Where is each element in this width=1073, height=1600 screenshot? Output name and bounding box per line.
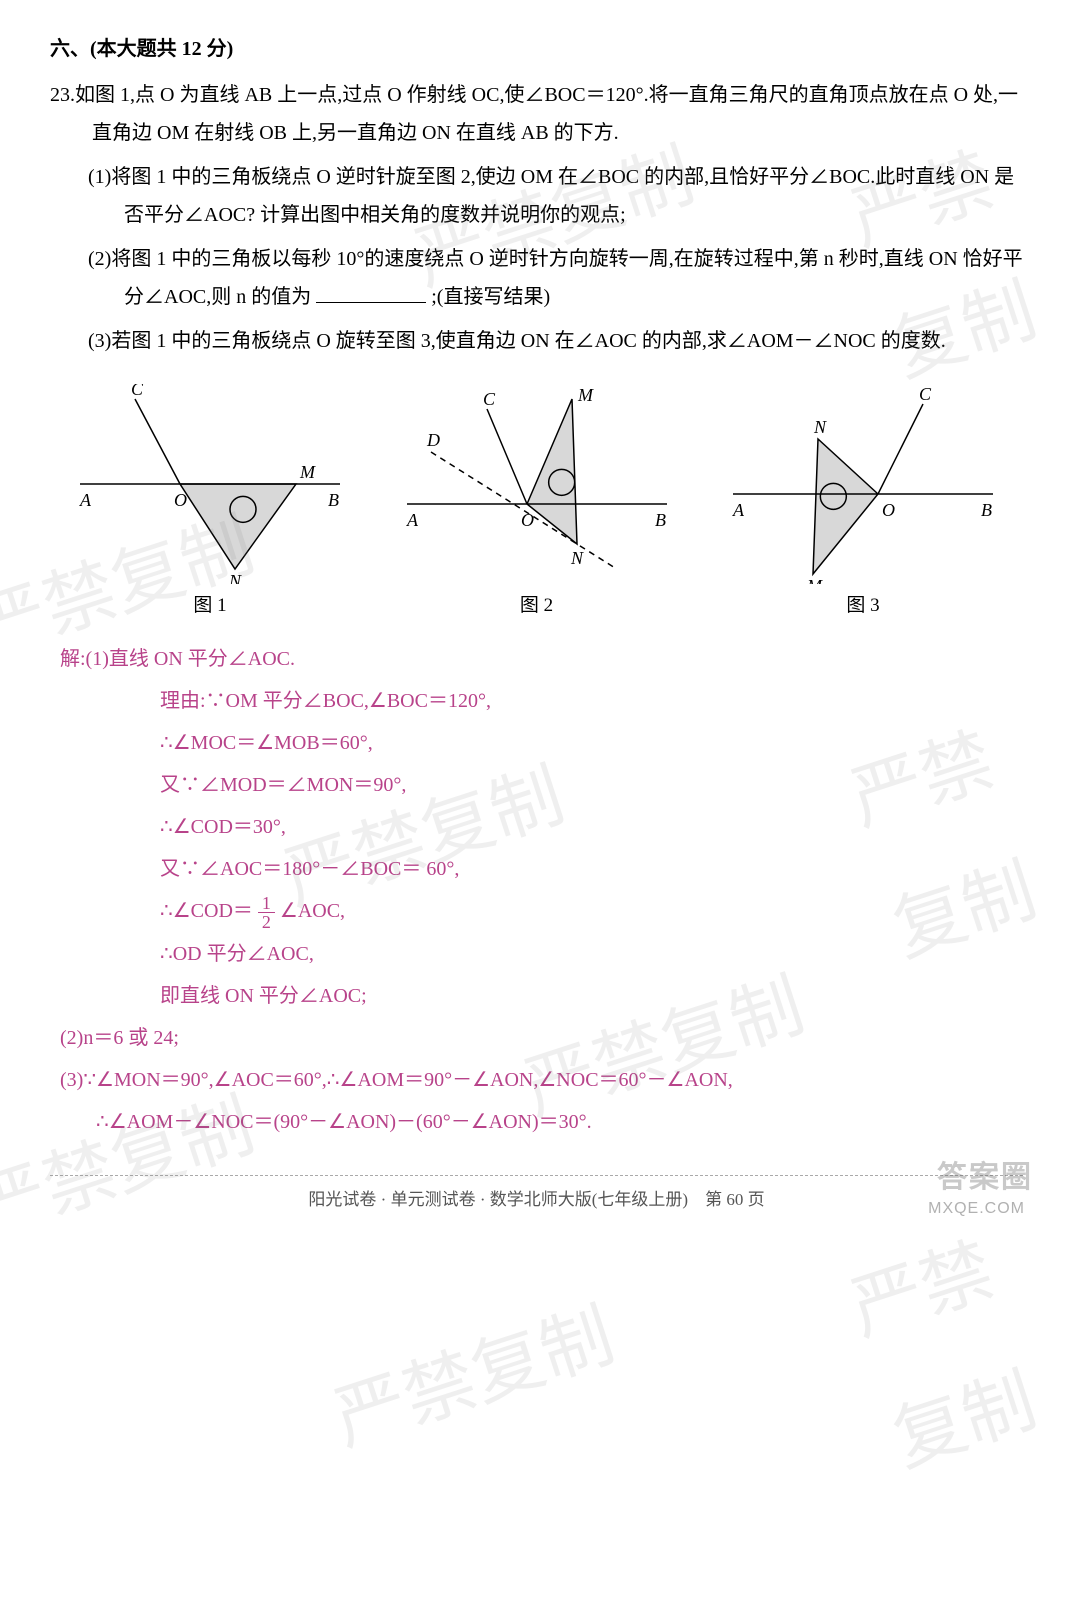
solution-line: 解:(1)直线 ON 平分∠AOC. (60, 640, 1023, 678)
svg-text:M: M (806, 576, 823, 584)
watermark: 严禁复制 (316, 1269, 632, 1488)
diagram-1-svg: A B C O M N (60, 384, 360, 584)
diagram-3-label: 图 3 (713, 588, 1013, 624)
q2-text-b: ;(直接写结果) (431, 286, 550, 308)
solution-line: 又∵∠MOD＝∠MON＝90°, (160, 766, 1023, 804)
svg-text:B: B (328, 490, 339, 510)
svg-text:O: O (174, 490, 187, 510)
page-footer: 阳光试卷 · 单元测试卷 · 数学北师大版(七年级上册) 第 60 页 (50, 1175, 1023, 1216)
solution-line: (3)∵∠MON＝90°,∠AOC＝60°,∴∠AOM＝90°－∠AON,∠NO… (60, 1061, 1023, 1099)
sol-l6a: ∴∠COD＝ (160, 900, 253, 922)
corner-watermark-url: MXQE.COM (928, 1194, 1025, 1224)
fraction: 1 2 (258, 894, 275, 931)
svg-text:O: O (882, 500, 895, 520)
diagram-1-label: 图 1 (60, 588, 360, 624)
section-header: 六、(本大题共 12 分) (50, 30, 1023, 68)
problem-q2: (2)将图 1 中的三角板以每秒 10°的速度绕点 O 逆时针方向旋转一周,在旋… (50, 240, 1023, 316)
problem-q1: (1)将图 1 中的三角板绕点 O 逆时针旋至图 2,使边 OM 在∠BOC 的… (50, 158, 1023, 234)
solution-line: ∴∠COD＝ 1 2 ∠AOC, (160, 892, 1023, 931)
sol-l6b: ∠AOC, (280, 900, 345, 922)
diagram-3: A B C O M N 图 3 (713, 384, 1013, 624)
svg-text:C: C (919, 384, 932, 404)
svg-text:D: D (426, 430, 440, 450)
diagram-3-svg: A B C O M N (713, 384, 1013, 584)
problem-q3: (3)若图 1 中的三角板绕点 O 旋转至图 3,使直角边 ON 在∠AOC 的… (50, 322, 1023, 360)
svg-text:C: C (483, 389, 496, 409)
q2-text-a: (2)将图 1 中的三角板以每秒 10°的速度绕点 O 逆时针方向旋转一周,在旋… (88, 248, 1023, 308)
fraction-den: 2 (258, 913, 275, 931)
solution-line: ∴∠MOC＝∠MOB＝60°, (160, 724, 1023, 762)
svg-text:C: C (131, 384, 144, 399)
diagrams-row: A B C O M N 图 1 A B C O M N D 图 2 (50, 384, 1023, 624)
solution-line: 即直线 ON 平分∠AOC; (160, 977, 1023, 1015)
svg-text:B: B (655, 510, 666, 530)
diagram-2-label: 图 2 (387, 588, 687, 624)
fraction-num: 1 (258, 894, 275, 913)
problem-stem: 23.如图 1,点 O 为直线 AB 上一点,过点 O 作射线 OC,使∠BOC… (50, 76, 1023, 152)
watermark: 严禁复制 (833, 1185, 1073, 1508)
svg-text:N: N (813, 417, 827, 437)
solution-line: (2)n＝6 或 24; (60, 1019, 1023, 1057)
solution-line: 又∵∠AOC＝180°－∠BOC＝ 60°, (160, 850, 1023, 888)
svg-text:O: O (521, 510, 534, 530)
svg-text:B: B (981, 500, 992, 520)
solution-block: 解:(1)直线 ON 平分∠AOC. 理由:∵OM 平分∠BOC,∠BOC＝12… (50, 640, 1023, 1141)
svg-text:M: M (299, 462, 316, 482)
svg-text:N: N (228, 571, 242, 584)
svg-text:A: A (79, 490, 92, 510)
svg-text:A: A (406, 510, 419, 530)
solution-line: ∴∠COD＝30°, (160, 808, 1023, 846)
problem-body: 如图 1,点 O 为直线 AB 上一点,过点 O 作射线 OC,使∠BOC＝12… (75, 84, 1018, 144)
diagram-1: A B C O M N 图 1 (60, 384, 360, 624)
diagram-2-svg: A B C O M N D (387, 384, 687, 584)
solution-line: 理由:∵OM 平分∠BOC,∠BOC＝120°, (160, 682, 1023, 720)
solution-line: ∴∠AOM－∠NOC＝(90°－∠AON)－(60°－∠AON)＝30°. (96, 1103, 1023, 1141)
svg-text:N: N (570, 548, 584, 568)
svg-text:M: M (577, 385, 594, 405)
diagram-2: A B C O M N D 图 2 (387, 384, 687, 624)
fill-blank (316, 285, 426, 303)
problem-number: 23. (50, 84, 75, 106)
svg-text:A: A (732, 500, 745, 520)
solution-line: ∴OD 平分∠AOC, (160, 935, 1023, 973)
